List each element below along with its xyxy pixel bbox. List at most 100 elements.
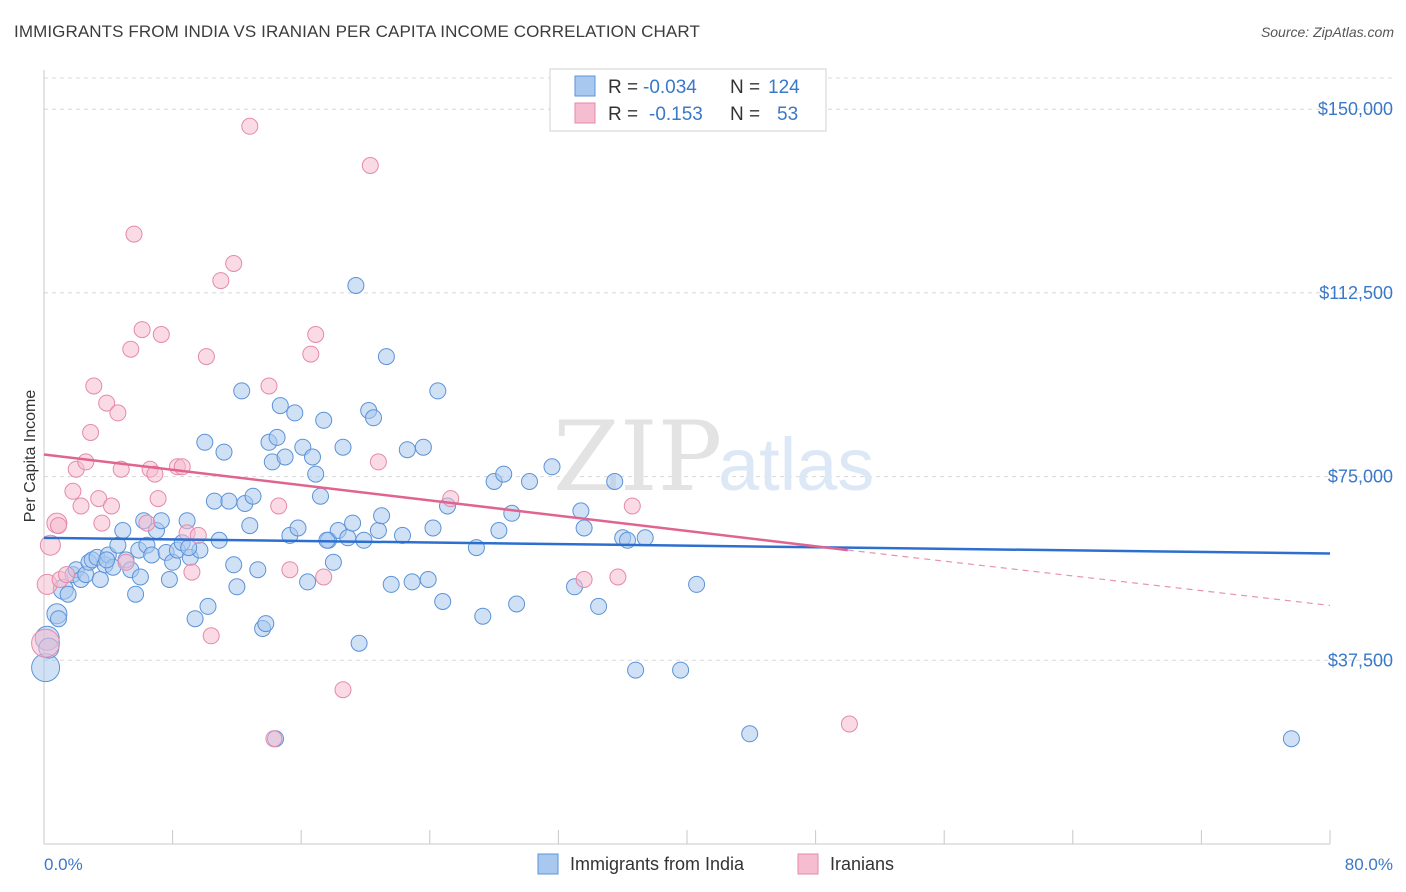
legend-label-india: Immigrants from India bbox=[570, 854, 745, 874]
point-blue-112 bbox=[1282, 730, 1300, 748]
correlation-legend: R = -0.034 N = 124 R = -0.153 N = 53 bbox=[549, 68, 827, 132]
point-pink-51 bbox=[623, 497, 641, 515]
legend-swatch-iranians bbox=[797, 853, 819, 875]
point-blue-104 bbox=[606, 473, 624, 490]
legend-n-value-1: 124 bbox=[768, 77, 800, 98]
point-blue-85 bbox=[414, 438, 432, 456]
point-pink-38 bbox=[260, 377, 278, 395]
point-blue-72 bbox=[344, 514, 362, 532]
legend-r-label-1: R = bbox=[608, 77, 638, 98]
point-blue-43 bbox=[220, 492, 238, 510]
series-iranians bbox=[31, 117, 858, 748]
axes bbox=[43, 70, 1331, 845]
point-blue-83 bbox=[398, 441, 416, 459]
point-blue-78 bbox=[369, 522, 387, 539]
point-blue-59 bbox=[286, 404, 304, 422]
trend-line-india bbox=[43, 536, 1331, 555]
point-pink-41 bbox=[281, 561, 299, 579]
trend-line-iranians bbox=[43, 453, 848, 552]
point-blue-64 bbox=[307, 465, 325, 483]
legend-label-iranians: Iranians bbox=[830, 854, 894, 874]
point-blue-55 bbox=[268, 428, 286, 446]
point-blue-113 bbox=[98, 551, 116, 569]
point-pink-46 bbox=[361, 157, 379, 174]
source-label: Source: ZipAtlas.com bbox=[1260, 24, 1394, 40]
point-blue-62 bbox=[299, 573, 317, 591]
point-pink-36 bbox=[225, 255, 243, 272]
point-blue-22 bbox=[127, 585, 145, 603]
point-pink-35 bbox=[212, 272, 230, 290]
point-blue-75 bbox=[355, 531, 373, 549]
trend-line-iranians-extension bbox=[847, 549, 1331, 607]
watermark-zip: ZIP bbox=[553, 401, 722, 513]
point-blue-81 bbox=[382, 575, 400, 593]
point-blue-48 bbox=[241, 517, 259, 535]
point-pink-52 bbox=[840, 715, 858, 733]
point-pink-7 bbox=[64, 482, 82, 500]
point-blue-110 bbox=[688, 575, 706, 593]
point-pink-45 bbox=[334, 681, 352, 699]
point-blue-102 bbox=[575, 519, 593, 537]
point-blue-88 bbox=[429, 382, 447, 400]
chart-title: IMMIGRANTS FROM INDIA VS IRANIAN PER CAP… bbox=[14, 22, 700, 41]
point-pink-22 bbox=[133, 321, 151, 339]
point-blue-30 bbox=[160, 571, 178, 588]
point-pink-21 bbox=[125, 225, 143, 243]
point-pink-50 bbox=[609, 568, 627, 586]
legend-r-label-2: R = bbox=[608, 104, 638, 125]
point-pink-10 bbox=[77, 453, 95, 471]
point-blue-46 bbox=[233, 382, 251, 400]
point-blue-108 bbox=[636, 529, 654, 547]
point-pink-4 bbox=[50, 517, 67, 535]
point-pink-39 bbox=[265, 730, 283, 748]
point-pink-12 bbox=[85, 377, 103, 395]
point-pink-16 bbox=[103, 497, 120, 515]
legend-swatch-blue bbox=[574, 75, 596, 97]
point-blue-74 bbox=[350, 634, 368, 652]
point-blue-26 bbox=[143, 546, 161, 564]
point-blue-28 bbox=[152, 512, 170, 530]
point-pink-44 bbox=[315, 568, 333, 586]
point-pink-23 bbox=[138, 514, 156, 532]
legend-swatch-pink bbox=[574, 102, 596, 124]
y-tick-label-0: $37,500 bbox=[1328, 650, 1393, 670]
point-pink-25 bbox=[146, 465, 164, 483]
point-pink-43 bbox=[307, 326, 325, 343]
point-blue-4 bbox=[50, 610, 67, 628]
trend-lines bbox=[43, 453, 1331, 607]
point-blue-73 bbox=[347, 277, 365, 294]
point-pink-34 bbox=[202, 627, 220, 645]
point-blue-107 bbox=[627, 661, 645, 679]
legend-n-value-2: 53 bbox=[777, 104, 798, 125]
point-blue-94 bbox=[490, 522, 508, 539]
point-blue-80 bbox=[377, 348, 395, 366]
point-pink-47 bbox=[369, 453, 387, 471]
point-blue-97 bbox=[508, 595, 526, 613]
point-pink-27 bbox=[152, 326, 170, 343]
point-pink-13 bbox=[90, 490, 108, 508]
y-tick-label-1: $75,000 bbox=[1328, 467, 1393, 487]
point-blue-66 bbox=[315, 411, 333, 429]
y-tick-label-3: $150,000 bbox=[1318, 99, 1393, 119]
point-blue-70 bbox=[334, 438, 352, 456]
point-blue-56 bbox=[271, 397, 289, 415]
point-blue-44 bbox=[225, 556, 243, 574]
legend-swatch-india bbox=[537, 853, 559, 875]
point-blue-60 bbox=[289, 519, 307, 537]
point-blue-86 bbox=[419, 571, 437, 588]
x-tick-label-min: 0.0% bbox=[44, 855, 83, 874]
point-blue-114 bbox=[131, 568, 149, 586]
watermark: ZIP atlas bbox=[553, 401, 874, 513]
legend-n-label-1: N = bbox=[730, 77, 760, 98]
legend-box bbox=[549, 68, 827, 132]
point-pink-9 bbox=[72, 497, 90, 515]
watermark-atlas: atlas bbox=[718, 423, 874, 506]
point-blue-92 bbox=[474, 607, 492, 625]
point-blue-50 bbox=[249, 561, 267, 579]
point-blue-79 bbox=[373, 507, 391, 525]
point-blue-71 bbox=[339, 529, 357, 547]
legend-n-label-2: N = bbox=[730, 104, 760, 125]
point-pink-6 bbox=[58, 566, 75, 584]
point-pink-2 bbox=[39, 534, 61, 556]
